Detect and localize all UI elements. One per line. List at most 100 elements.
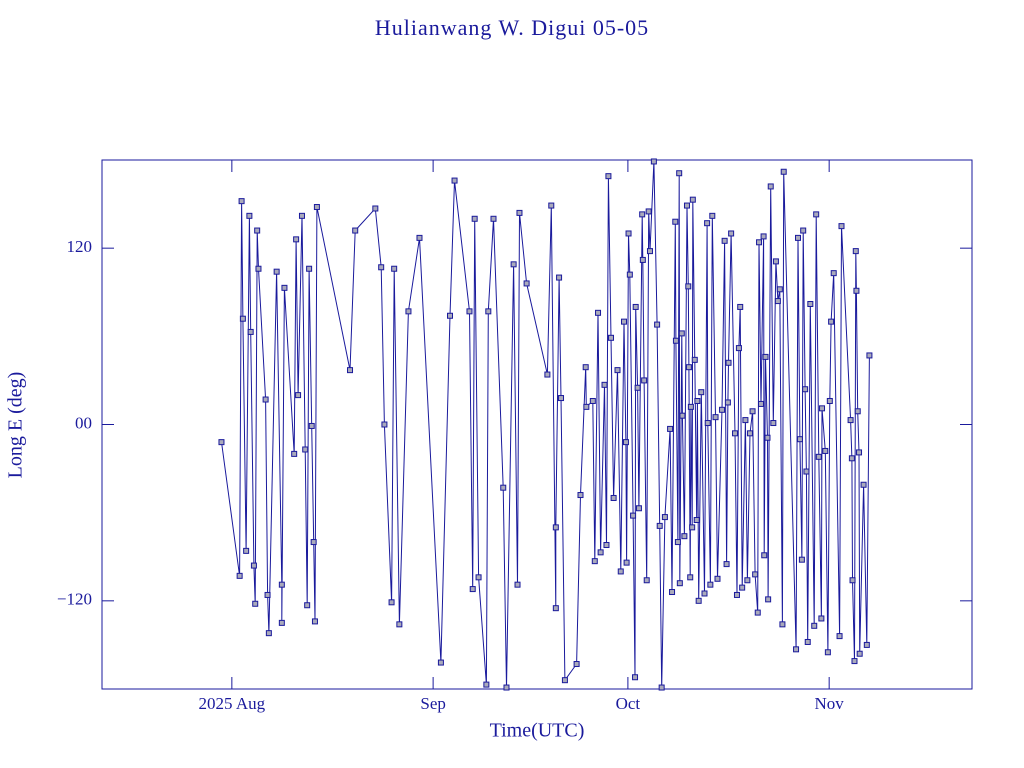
data-point: [558, 395, 565, 402]
data-point: [405, 308, 412, 315]
data-point: [704, 220, 711, 227]
data-point: [503, 684, 510, 691]
data-point: [672, 337, 679, 344]
data-point: [396, 621, 403, 628]
data-point: [687, 403, 694, 410]
data-point: [623, 559, 630, 566]
data-point: [293, 236, 300, 243]
data-point: [852, 248, 859, 255]
data-point: [698, 389, 705, 396]
data-point: [854, 408, 861, 415]
data-point: [278, 581, 285, 588]
data-point: [250, 562, 257, 569]
data-point: [610, 494, 617, 501]
data-point: [689, 196, 696, 203]
data-point: [632, 303, 639, 310]
data-point: [679, 412, 686, 419]
data-point: [278, 619, 285, 626]
data-point: [676, 580, 683, 587]
data-point: [694, 397, 701, 404]
data-point: [617, 568, 624, 575]
x-tick-label: 2025 Aug: [199, 694, 266, 713]
data-point: [302, 446, 309, 453]
x-tick-label: Oct: [616, 694, 641, 713]
data-point: [863, 641, 870, 648]
data-point: [774, 298, 781, 305]
data-point: [281, 284, 288, 291]
data-point: [709, 212, 716, 219]
data-point: [381, 421, 388, 428]
data-point: [471, 215, 478, 222]
x-tick-label: Sep: [420, 694, 446, 713]
data-point: [701, 590, 708, 597]
data-point: [725, 359, 732, 366]
data-point: [304, 602, 311, 609]
data-point: [800, 227, 807, 234]
data-point: [621, 318, 627, 325]
data-point: [310, 539, 317, 546]
data-point: [658, 684, 665, 691]
data-point: [650, 158, 657, 165]
data-point: [601, 381, 608, 388]
data-point: [447, 312, 453, 319]
data-point: [625, 230, 632, 237]
data-point: [818, 615, 825, 622]
data-point: [754, 609, 761, 616]
data-point: [691, 356, 698, 363]
data-point: [836, 633, 843, 640]
data-point: [681, 533, 688, 540]
data-point: [824, 649, 831, 656]
data-point: [626, 271, 633, 278]
data-point: [630, 512, 637, 519]
x-tick-label: Nov: [815, 694, 845, 713]
data-point: [639, 211, 646, 218]
data-point: [795, 234, 801, 241]
data-point: [756, 239, 763, 246]
data-point: [347, 367, 354, 374]
data-point: [372, 205, 379, 212]
data-point: [514, 581, 521, 588]
data-point: [500, 484, 507, 491]
data-point: [695, 597, 702, 604]
data-point: [639, 256, 646, 263]
y-axis-label: Long E (deg): [5, 372, 27, 479]
data-point: [218, 439, 225, 446]
data-point: [391, 265, 398, 272]
data-point: [752, 571, 759, 578]
data-point: [352, 227, 359, 234]
data-point: [704, 420, 711, 427]
data-point: [779, 621, 786, 628]
data-point: [523, 280, 530, 287]
data-point: [641, 377, 648, 384]
data-point: [239, 315, 246, 322]
data-point: [780, 168, 787, 175]
data-point: [485, 308, 492, 315]
data-point: [634, 384, 641, 391]
data-point: [646, 248, 653, 255]
data-point: [676, 170, 683, 177]
data-point: [236, 572, 243, 579]
data-point: [802, 386, 809, 393]
data-point: [614, 367, 621, 374]
data-point: [466, 308, 473, 315]
data-point: [295, 392, 302, 399]
data-point: [830, 270, 837, 277]
data-point: [605, 173, 612, 180]
data-point: [760, 233, 767, 240]
data-point: [469, 586, 476, 593]
data-point: [510, 261, 517, 268]
data-point: [583, 403, 590, 410]
data-point: [693, 517, 700, 524]
data-point: [254, 227, 261, 234]
data-point: [733, 591, 740, 598]
data-point: [796, 436, 803, 443]
data-point: [739, 584, 746, 591]
data-point: [490, 215, 497, 222]
data-point: [674, 539, 681, 546]
data-point: [262, 396, 269, 403]
data-point: [714, 575, 721, 582]
data-point: [772, 258, 779, 265]
data-point: [856, 449, 863, 456]
data-point: [667, 425, 674, 432]
data-point: [544, 371, 551, 378]
